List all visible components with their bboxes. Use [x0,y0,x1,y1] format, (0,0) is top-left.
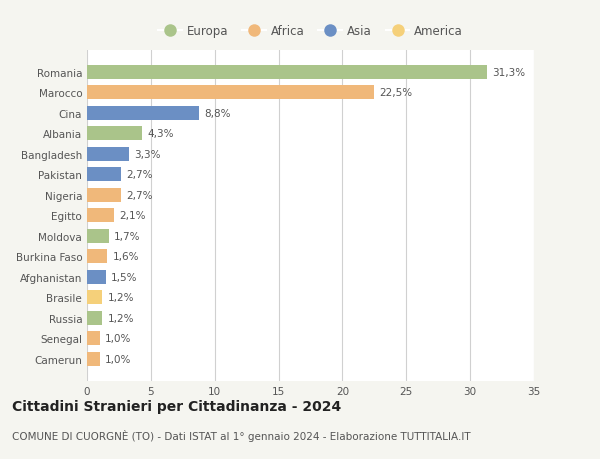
Bar [87,209,114,223]
Bar [87,86,374,100]
Bar [87,291,103,305]
Bar [87,188,121,202]
Text: 31,3%: 31,3% [492,67,525,78]
Bar [87,250,107,263]
Bar [87,270,106,284]
Text: 2,1%: 2,1% [119,211,145,221]
Text: 2,7%: 2,7% [127,190,153,200]
Text: COMUNE DI CUORGNÈ (TO) - Dati ISTAT al 1° gennaio 2024 - Elaborazione TUTTITALIA: COMUNE DI CUORGNÈ (TO) - Dati ISTAT al 1… [12,429,470,441]
Text: 2,7%: 2,7% [127,170,153,180]
Bar [87,352,100,366]
Text: 3,3%: 3,3% [134,149,161,159]
Text: 1,2%: 1,2% [107,313,134,323]
Bar [87,229,109,243]
Text: 1,2%: 1,2% [107,292,134,302]
Bar [87,311,103,325]
Bar [87,168,121,182]
Text: Cittadini Stranieri per Cittadinanza - 2024: Cittadini Stranieri per Cittadinanza - 2… [12,399,341,413]
Bar [87,331,100,346]
Bar [87,66,487,79]
Text: 1,5%: 1,5% [111,272,138,282]
Text: 1,0%: 1,0% [105,354,131,364]
Bar [87,147,129,161]
Bar [87,127,142,141]
Bar [87,106,199,120]
Text: 1,7%: 1,7% [114,231,140,241]
Text: 1,0%: 1,0% [105,334,131,343]
Text: 4,3%: 4,3% [147,129,173,139]
Text: 8,8%: 8,8% [205,108,231,118]
Legend: Europa, Africa, Asia, America: Europa, Africa, Asia, America [158,25,463,38]
Text: 1,6%: 1,6% [113,252,139,262]
Text: 22,5%: 22,5% [379,88,413,98]
